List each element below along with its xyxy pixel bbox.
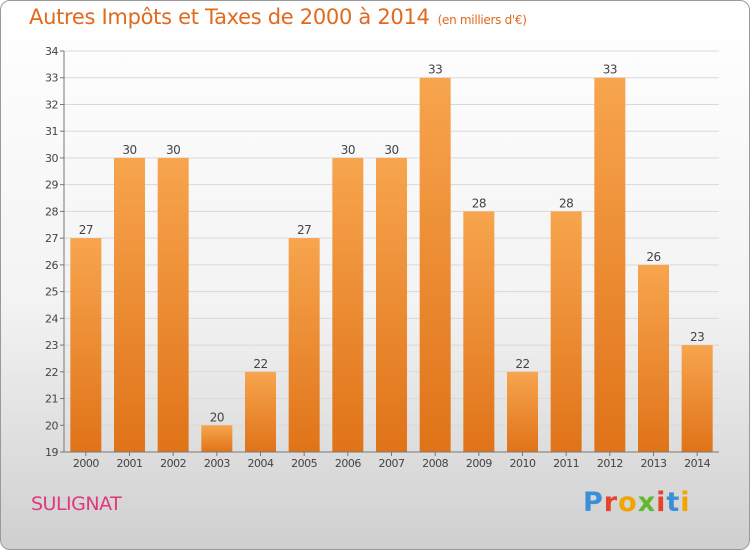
data-label: 30 — [384, 143, 398, 157]
chart-title-text: Autres Impôts et Taxes de 2000 à 2014 — [29, 5, 430, 29]
x-tick-label: 2009 — [466, 457, 492, 470]
y-tick-label: 20 — [45, 419, 58, 432]
y-tick-label: 22 — [45, 366, 58, 379]
y-tick-label: 24 — [45, 312, 58, 325]
y-tick-label: 30 — [45, 152, 58, 165]
data-label: 27 — [297, 223, 311, 237]
x-tick-label: 2007 — [379, 457, 405, 470]
x-tick-label: 2011 — [553, 457, 579, 470]
y-tick-label: 29 — [45, 179, 58, 192]
y-tick-label: 34 — [45, 45, 58, 58]
y-tick-label: 25 — [45, 286, 58, 299]
logo-letter: i — [680, 487, 691, 518]
x-tick-label: 2003 — [204, 457, 230, 470]
bar-2013 — [638, 264, 669, 452]
x-tick-label: 2013 — [641, 457, 667, 470]
data-label: 23 — [690, 330, 704, 344]
bar-2003 — [201, 425, 233, 452]
x-tick-label: 2005 — [291, 457, 317, 470]
chart-title: Autres Impôts et Taxes de 2000 à 2014 (en… — [29, 5, 527, 29]
proxiti-logo[interactable]: Proxiti — [583, 487, 691, 518]
data-label: 27 — [79, 223, 93, 237]
data-label: 28 — [559, 196, 573, 210]
x-axis: 2000 2001 2002 2003 2004 2005 2006 2007 2008 2009… — [64, 451, 719, 470]
y-tick-label: 28 — [45, 205, 58, 218]
x-tick-label: 2006 — [335, 457, 361, 470]
bar-2007 — [376, 157, 407, 452]
y-tick-label: 19 — [45, 446, 58, 459]
data-label: 22 — [253, 357, 267, 371]
y-tick-label: 26 — [45, 259, 58, 272]
bar-2014 — [681, 345, 713, 452]
bar-2010 — [507, 371, 538, 452]
data-label: 33 — [428, 63, 442, 77]
bar-2006 — [332, 157, 364, 452]
bar-2001 — [114, 157, 145, 452]
bar-2005 — [288, 238, 320, 452]
x-tick-label: 2001 — [117, 457, 143, 470]
y-axis: 19 20 21 22 23 24 25 26 27 28 29 30 31 32 33 34 — [45, 45, 65, 459]
bar-2012 — [594, 77, 626, 452]
bar-2002 — [157, 157, 189, 452]
data-label: 30 — [122, 143, 136, 157]
bar-2011 — [550, 211, 582, 452]
data-label: 30 — [166, 143, 180, 157]
data-label: 30 — [341, 143, 355, 157]
y-tick-label: 21 — [45, 393, 58, 406]
data-label: 20 — [210, 410, 224, 424]
y-tick-label: 33 — [45, 72, 58, 85]
logo-letter: t — [666, 487, 681, 518]
logo-letter: o — [618, 487, 638, 518]
y-tick-label: 23 — [45, 339, 58, 352]
logo-letter: r — [603, 487, 619, 518]
logo-letter: x — [637, 487, 657, 518]
chart-subtitle: (en milliers d'€) — [437, 13, 527, 27]
data-label: 22 — [515, 357, 529, 371]
x-tick-label: 2004 — [248, 457, 274, 470]
y-tick-label: 31 — [45, 125, 58, 138]
x-tick-label: 2002 — [160, 457, 186, 470]
x-tick-label: 2012 — [597, 457, 623, 470]
bar-2004 — [245, 371, 276, 452]
bar-2008 — [419, 77, 451, 452]
x-tick-label: 2000 — [73, 457, 99, 470]
x-tick-label: 2008 — [422, 457, 448, 470]
location-label: SULIGNAT — [31, 493, 122, 515]
data-label: 28 — [472, 196, 486, 210]
bar-2009 — [463, 211, 495, 452]
data-label: 33 — [603, 63, 617, 77]
y-tick-label: 32 — [45, 98, 58, 111]
y-tick-label: 27 — [45, 232, 58, 245]
x-tick-label: 2014 — [684, 457, 710, 470]
x-tick-label: 2010 — [510, 457, 536, 470]
bar-2000 — [70, 238, 102, 452]
bars: 27 30 30 20 22 27 30 30 33 28 22 28 33 26 23 — [70, 63, 713, 452]
logo-letter: P — [583, 487, 604, 518]
data-label: 26 — [646, 250, 660, 264]
logo-letter: i — [656, 487, 667, 518]
